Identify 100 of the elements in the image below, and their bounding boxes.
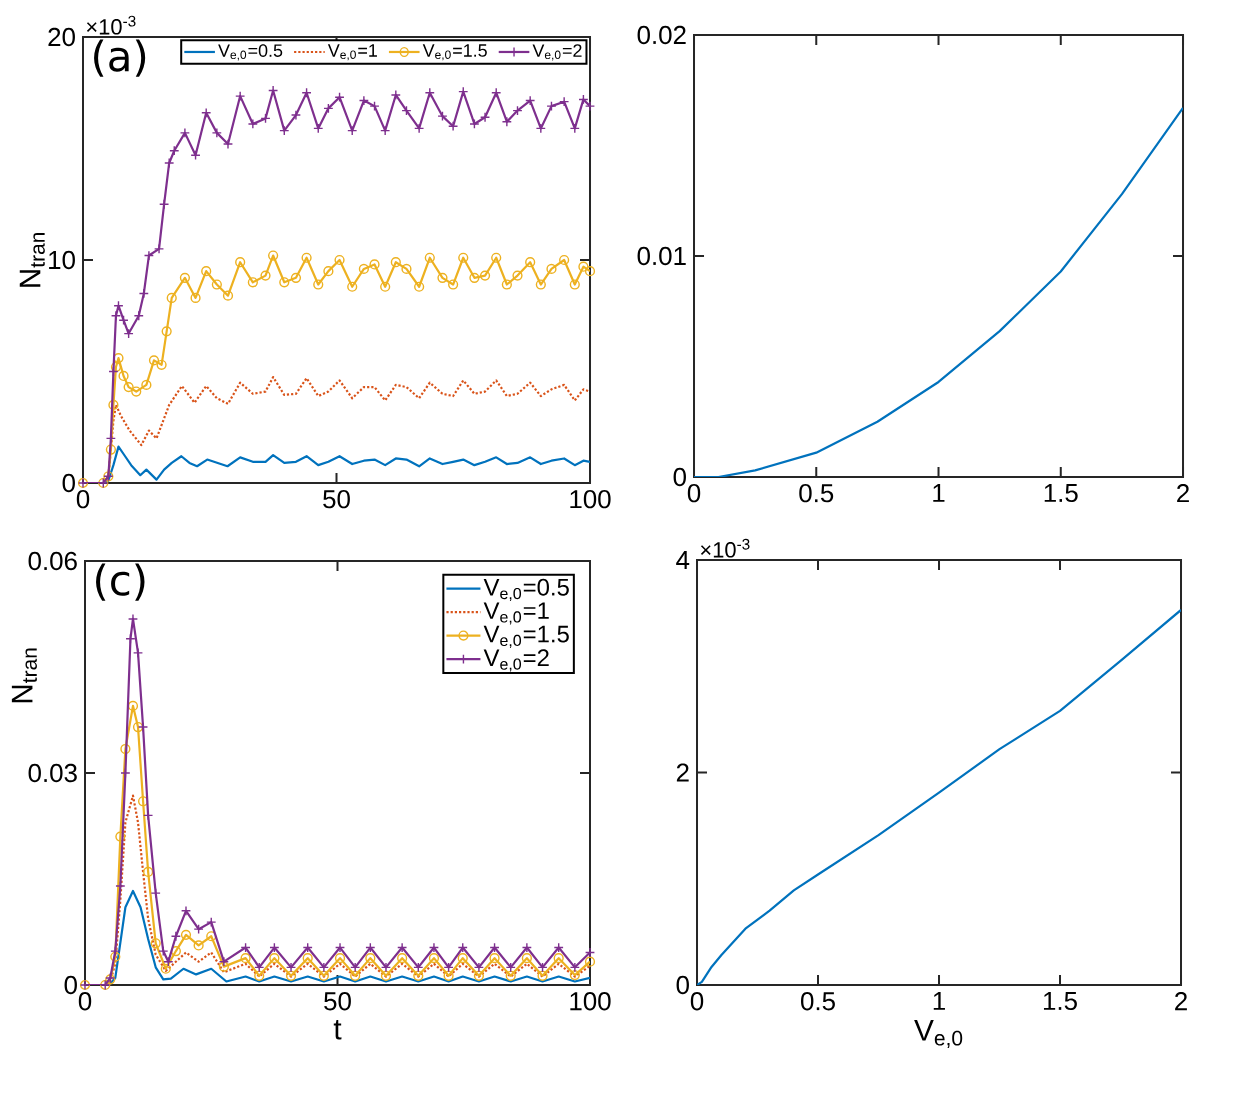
- point: [347, 281, 358, 292]
- point: [290, 272, 302, 283]
- legend-label: V$_{e,0}$=1.5: [422, 44, 487, 61]
- point: [469, 272, 480, 283]
- point: [302, 953, 313, 964]
- point: [158, 945, 169, 957]
- x-tick-label: 50: [323, 490, 350, 509]
- y-tick-label: 4: [676, 551, 690, 569]
- point: [156, 359, 167, 370]
- point: [358, 263, 369, 275]
- point: [437, 272, 448, 283]
- point: [457, 953, 468, 964]
- point: [105, 444, 116, 455]
- point: [334, 942, 346, 953]
- point: [222, 290, 234, 301]
- point: [222, 138, 234, 150]
- text: ×10$^{-3}$: [86, 15, 136, 35]
- point: [206, 931, 217, 942]
- point: [161, 326, 172, 337]
- x-tick-label: 0: [76, 490, 90, 509]
- point: [118, 370, 129, 382]
- point: [141, 379, 152, 390]
- point: [153, 243, 165, 254]
- point: [290, 109, 302, 121]
- point: [401, 263, 412, 275]
- point: [170, 931, 181, 942]
- point: [413, 970, 424, 981]
- point: [235, 90, 246, 102]
- point: [201, 107, 212, 118]
- point: [569, 970, 580, 981]
- point: [448, 279, 459, 290]
- point: [190, 292, 201, 303]
- point: [285, 962, 297, 973]
- point: [269, 953, 280, 964]
- point: [166, 292, 177, 303]
- x-tick-label: 50: [324, 992, 351, 1011]
- point: [553, 953, 564, 964]
- point: [365, 953, 376, 964]
- point: [334, 953, 346, 964]
- y-tick-label: 10: [49, 250, 75, 270]
- point: [559, 96, 570, 107]
- point: [180, 929, 192, 940]
- x-tick-label: 1.5: [1044, 484, 1078, 503]
- point: [414, 281, 425, 292]
- point: [170, 945, 181, 957]
- point: [380, 970, 392, 981]
- point: [150, 938, 161, 949]
- point: [525, 257, 536, 268]
- point: [313, 279, 324, 290]
- legend-label: V$_{e,0}$=2: [532, 44, 582, 61]
- point: [525, 95, 536, 106]
- point: [132, 647, 144, 658]
- y-tick-label: 0.03: [28, 763, 77, 783]
- point: [164, 157, 175, 169]
- point: [127, 700, 139, 711]
- point: [569, 962, 580, 973]
- x-tick-label: 0: [78, 992, 92, 1011]
- x-tick-label: 100: [570, 490, 611, 509]
- point: [358, 95, 369, 106]
- point: [521, 942, 532, 953]
- point: [535, 279, 546, 290]
- point: [115, 831, 126, 842]
- point: [458, 252, 469, 263]
- point: [397, 953, 408, 964]
- point: [428, 942, 440, 953]
- point: [160, 963, 171, 974]
- point: [501, 116, 512, 127]
- x-tick-label: 2: [1177, 484, 1189, 503]
- point: [206, 917, 217, 928]
- y-tick-label: 0: [676, 975, 689, 995]
- y-tick-label: 0: [673, 467, 686, 487]
- point: [247, 118, 258, 130]
- annotation: (a): [94, 39, 146, 77]
- point: [473, 962, 484, 973]
- point: [150, 888, 161, 899]
- point: [123, 382, 134, 393]
- point: [235, 257, 246, 268]
- point: [318, 962, 329, 973]
- point: [247, 277, 258, 288]
- point: [260, 270, 271, 281]
- point: [569, 279, 580, 290]
- legend-label: V$_{e,0}$=2: [483, 649, 549, 672]
- point: [179, 272, 190, 283]
- point: [537, 970, 548, 981]
- x-tick-label: 1.5: [1043, 992, 1077, 1011]
- point: [369, 101, 380, 112]
- legend-label: V$_{e,0}$=1.5: [483, 625, 569, 648]
- point: [479, 112, 491, 123]
- point: [143, 866, 154, 878]
- legend-label: V$_{e,0}$=0.5: [218, 44, 283, 61]
- point: [491, 252, 502, 263]
- point: [578, 261, 589, 272]
- point: [148, 355, 160, 366]
- point: [211, 279, 222, 290]
- x-axis-title: V$_{e,0}$: [914, 1020, 963, 1049]
- y-tick-label: 0.06: [28, 551, 77, 571]
- point: [318, 970, 329, 981]
- point: [501, 279, 512, 290]
- point: [369, 259, 380, 270]
- y-tick-label: 2: [676, 763, 689, 782]
